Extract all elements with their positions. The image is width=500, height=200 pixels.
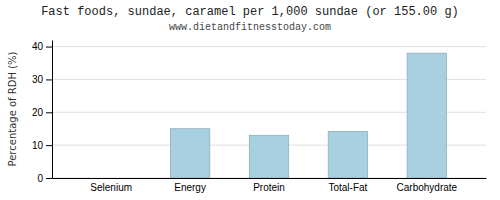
y-tick-mark [46, 47, 52, 48]
y-tick: 20 [32, 107, 52, 118]
x-axis-line [53, 178, 487, 179]
title: Fast foods, sundae, caramel per 1,000 su… [41, 5, 459, 19]
x-tick-label: Carbohydrate [397, 182, 458, 193]
x-axis: Selenium Energy Protein Total-Fat Carbohydra… [53, 178, 487, 193]
y-tick-label: 20 [32, 107, 44, 118]
y-tick-label: 40 [32, 41, 44, 52]
y-tick-mark [46, 178, 52, 179]
y-tick: 0 [37, 173, 52, 184]
bar [170, 129, 209, 178]
plot-area [170, 53, 446, 178]
x-tick-label: Energy [174, 182, 206, 193]
subtitle: www.dietandfitnesstoday.com [169, 22, 331, 33]
x-tick-label: Total-Fat [328, 182, 367, 193]
x-tick: Selenium [90, 178, 132, 193]
grid-line [52, 46, 486, 47]
chart: Selenium Energy Protein Total-Fat Carbohydra… [0, 0, 500, 200]
y-tick-label: 0 [37, 173, 43, 184]
x-tick-label: Protein [253, 182, 285, 193]
grid [52, 47, 486, 178]
y-axis-title: Percentage of RDH (%) [7, 51, 18, 166]
x-tick: Protein [253, 178, 285, 193]
y-tick-label: 30 [32, 74, 44, 85]
y-axis-line [52, 41, 53, 179]
x-tick: Energy [174, 178, 206, 193]
y-tick-mark [46, 112, 52, 113]
y-axis: 0 10 20 30 40 [32, 41, 53, 184]
y-tick: 40 [32, 41, 52, 52]
y-tick-label: 10 [32, 140, 44, 151]
x-tick-label: Selenium [90, 182, 132, 193]
bar [249, 135, 288, 178]
bar [407, 53, 446, 178]
y-tick: 30 [32, 74, 52, 85]
x-tick: Carbohydrate [397, 178, 458, 193]
y-tick-mark [46, 79, 52, 80]
bar [91, 178, 130, 179]
y-tick: 10 [32, 140, 52, 151]
bar [328, 131, 367, 178]
x-tick: Total-Fat [328, 178, 367, 193]
y-tick-mark [46, 145, 52, 146]
